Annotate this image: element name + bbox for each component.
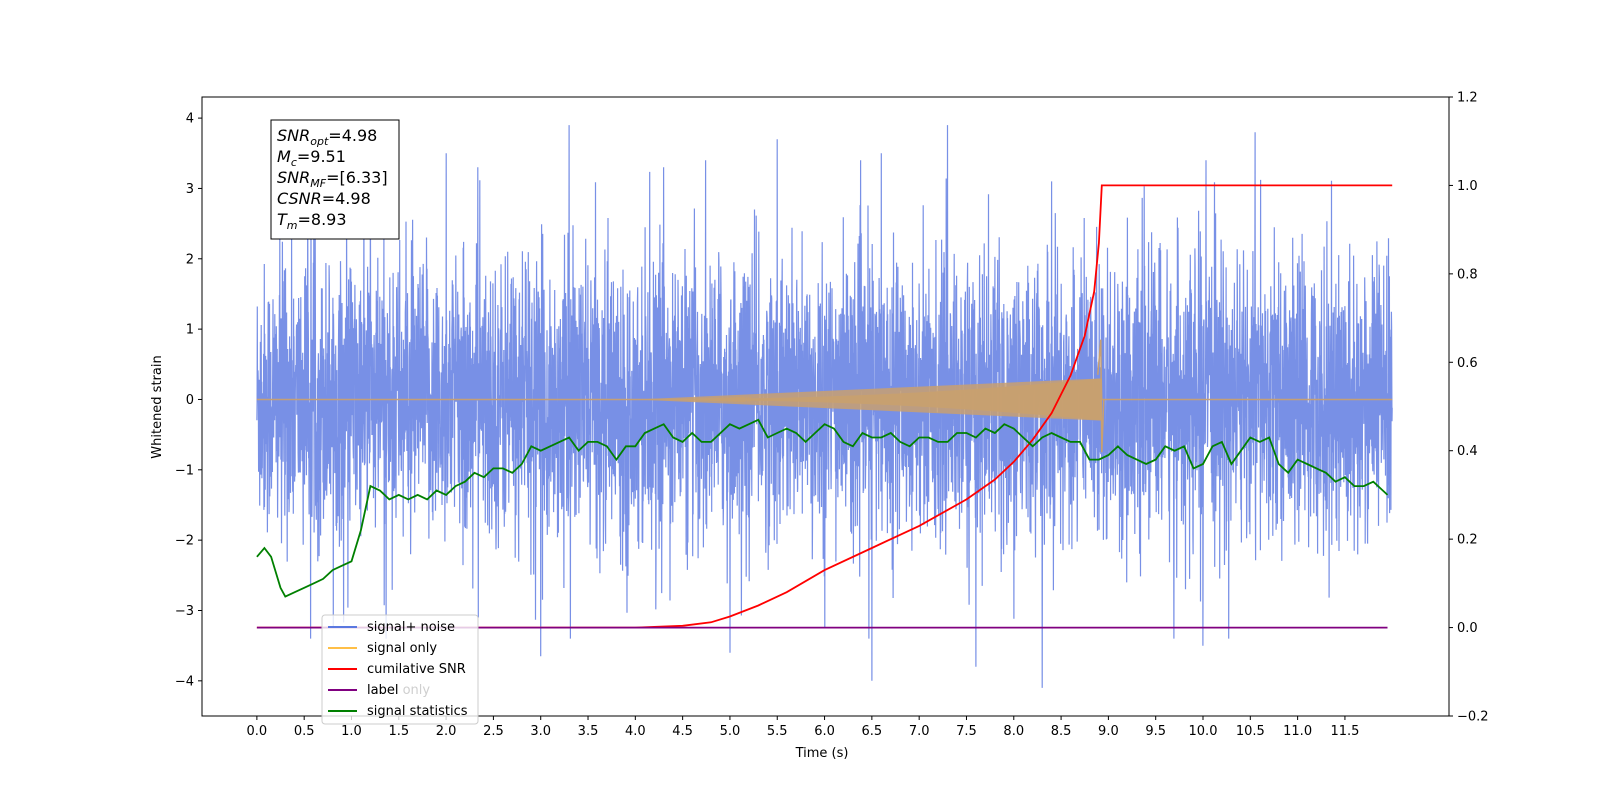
- x-tick-label: 4.5: [672, 724, 693, 739]
- x-tick-label: 3.5: [578, 724, 599, 739]
- y2-tick-label: 0.8: [1457, 267, 1478, 282]
- series-signal-statistics-line: [256, 418, 1389, 598]
- y2-tick-label: 1.2: [1457, 91, 1478, 106]
- x-tick-label: 10.0: [1189, 724, 1218, 739]
- metrics-annotation-frame: [270, 119, 400, 240]
- y-tick-label: 2: [186, 252, 194, 267]
- x-tick-label: 11.0: [1283, 724, 1312, 739]
- y2-tick-label: 0.4: [1457, 444, 1478, 459]
- x-tick-label: 2.5: [483, 724, 504, 739]
- x-tick-label: 0.5: [294, 724, 315, 739]
- legend-label: cumilative SNR: [367, 662, 466, 677]
- y2-tick-label: 0.6: [1457, 356, 1478, 371]
- x-tick-label: 1.5: [388, 724, 409, 739]
- x-tick-label: 10.5: [1236, 724, 1265, 739]
- legend: label only signal+ noise signal only cumil…: [321, 614, 479, 725]
- plot-frame: [201, 96, 1450, 717]
- y-tick-label: −3: [175, 604, 194, 619]
- series-layer: [256, 125, 1393, 688]
- series-signal-noise-line: [256, 125, 1393, 688]
- x-tick-label: 8.0: [1003, 724, 1024, 739]
- y-axis-right: 1.2 1.0 0.8 0.6 0.4 0.2 0.0 −0.2: [1449, 91, 1489, 725]
- x-tick-label: 1.0: [341, 724, 362, 739]
- y-tick-label: 3: [186, 182, 194, 197]
- y-axis-label: Whitened strain: [150, 355, 165, 458]
- y2-tick-label: 0.0: [1457, 621, 1478, 636]
- metric-line: Mc=9.51: [277, 147, 346, 169]
- y2-tick-label: 0.2: [1457, 533, 1478, 548]
- y-tick-label: 4: [186, 112, 194, 127]
- y-tick-label: −1: [175, 463, 194, 478]
- y-tick-label: 0: [186, 393, 194, 408]
- series-cumilative-snr-line: [256, 184, 1393, 629]
- y-tick-label: −4: [175, 674, 194, 689]
- y-tick-label: 1: [186, 323, 194, 338]
- x-tick-label: 3.0: [530, 724, 551, 739]
- metric-line: CSNR=4.98: [277, 189, 371, 208]
- x-axis-label: Time (s): [795, 746, 849, 761]
- x-axis: 0.0 0.5 1.0 1.5 2.0 2.5 3.0 3.5 4.0 4.5 5.0 5.5 6.0 6…: [247, 716, 1359, 739]
- x-tick-label: 4.0: [625, 724, 646, 739]
- legend-label: signal only: [367, 641, 437, 656]
- legend-overlap-ghost-text: label only: [367, 683, 430, 698]
- legend-label: label: [367, 683, 398, 698]
- x-tick-label: 2.0: [436, 724, 457, 739]
- y2-tick-label: 1.0: [1457, 179, 1478, 194]
- series-signal-only-envelope: [635, 378, 1102, 421]
- x-tick-label: 6.0: [814, 724, 835, 739]
- x-tick-label: 0.0: [247, 724, 268, 739]
- x-tick-label: 7.0: [909, 724, 930, 739]
- x-tick-label: 8.5: [1051, 724, 1072, 739]
- legend-label: signal+ noise: [367, 620, 455, 635]
- x-tick-label: 5.0: [720, 724, 741, 739]
- x-tick-label: 7.5: [956, 724, 977, 739]
- metric-line: SNRMF=[6.33]: [277, 168, 388, 190]
- metric-line: SNRopt=4.98: [277, 126, 377, 148]
- metric-line: Tm=8.93: [277, 210, 347, 232]
- x-tick-label: 9.5: [1145, 724, 1166, 739]
- x-tick-label: 9.0: [1098, 724, 1119, 739]
- y-tick-label: −2: [175, 534, 194, 549]
- legend-label: signal statistics: [367, 704, 468, 719]
- y-axis-left: 4 3 2 1 0 −1 −2 −3 −4: [175, 112, 202, 689]
- x-tick-label: 5.5: [767, 724, 788, 739]
- x-tick-label: 11.5: [1330, 724, 1359, 739]
- y2-tick-label: −0.2: [1457, 710, 1489, 725]
- x-tick-label: 6.5: [862, 724, 883, 739]
- legend-frame: [321, 614, 479, 725]
